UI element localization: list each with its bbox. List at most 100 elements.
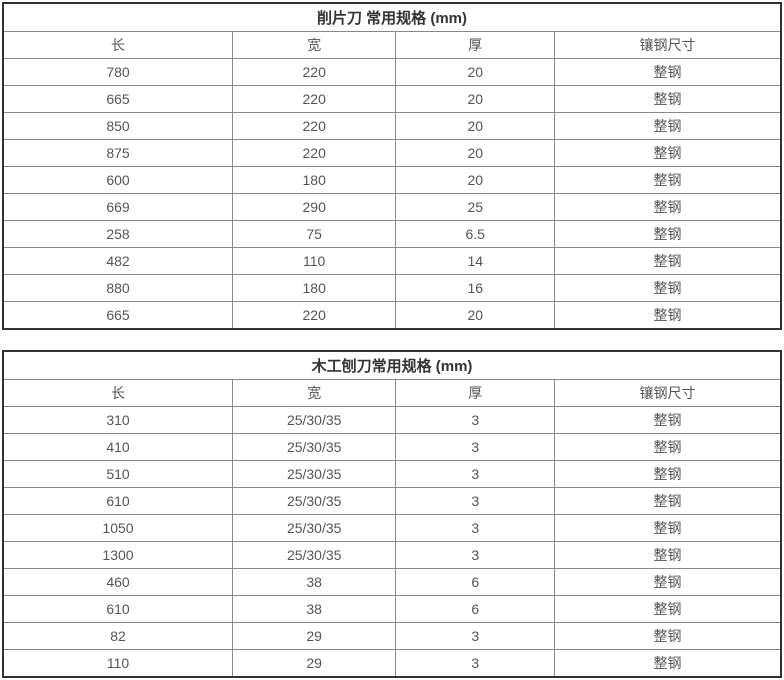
table-row: 1300 25/30/35 3 整钢	[2, 541, 782, 569]
table-cell: 38	[231, 568, 397, 596]
table-row: 665 220 20 整钢	[2, 85, 782, 113]
table-cell: 850	[2, 112, 233, 140]
table-cell: 669	[2, 193, 233, 221]
column-header-width: 宽	[231, 379, 397, 407]
table-cell: 25/30/35	[231, 460, 397, 488]
table-cell: 整钢	[554, 112, 782, 140]
table-cell: 25/30/35	[231, 514, 397, 542]
column-header-steel-size: 镶钢尺寸	[554, 31, 782, 59]
table-cell: 258	[2, 220, 233, 248]
table-cell: 20	[395, 301, 556, 330]
table-cell: 875	[2, 139, 233, 167]
table-cell: 3	[395, 487, 556, 515]
column-header-length: 长	[2, 379, 233, 407]
table-cell: 460	[2, 568, 233, 596]
table-cell: 25/30/35	[231, 487, 397, 515]
table-cell: 25/30/35	[231, 406, 397, 434]
table-header-row: 长 宽 厚 镶钢尺寸	[2, 31, 782, 59]
table-cell: 3	[395, 406, 556, 434]
table-cell: 20	[395, 85, 556, 113]
table-cell: 880	[2, 274, 233, 302]
table-cell: 整钢	[554, 487, 782, 515]
table-cell: 610	[2, 595, 233, 623]
table-cell: 3	[395, 460, 556, 488]
table-cell: 整钢	[554, 541, 782, 569]
table-cell: 665	[2, 301, 233, 330]
table-cell: 整钢	[554, 460, 782, 488]
table-cell: 29	[231, 649, 397, 678]
table-title-row: 削片刀 常用规格 (mm)	[2, 2, 782, 32]
table-cell: 3	[395, 649, 556, 678]
table-cell: 整钢	[554, 649, 782, 678]
table-cell: 20	[395, 166, 556, 194]
table-title-row: 木工刨刀常用规格 (mm)	[2, 350, 782, 380]
column-header-steel-size: 镶钢尺寸	[554, 379, 782, 407]
table-cell: 3	[395, 622, 556, 650]
table-title: 削片刀 常用规格 (mm)	[2, 2, 782, 32]
table-row: 82 29 3 整钢	[2, 622, 782, 650]
table-cell: 整钢	[554, 85, 782, 113]
table-cell: 665	[2, 85, 233, 113]
table-cell: 220	[231, 112, 397, 140]
table-cell: 82	[2, 622, 233, 650]
table-cell: 38	[231, 595, 397, 623]
table-cell: 220	[231, 58, 397, 86]
column-header-thickness: 厚	[395, 379, 556, 407]
table-cell: 180	[231, 166, 397, 194]
table-cell: 整钢	[554, 220, 782, 248]
table-body: 780 220 20 整钢 665 220 20 整钢 850 220 20 整钢 875 220 20 整钢…	[2, 58, 782, 330]
table-row: 1050 25/30/35 3 整钢	[2, 514, 782, 542]
table-cell: 整钢	[554, 193, 782, 221]
table-row: 258 75 6.5 整钢	[2, 220, 782, 248]
column-header-length: 长	[2, 31, 233, 59]
table-cell: 整钢	[554, 274, 782, 302]
table-row: 600 180 20 整钢	[2, 166, 782, 194]
table-cell: 75	[231, 220, 397, 248]
table-cell: 整钢	[554, 568, 782, 596]
table-cell: 220	[231, 85, 397, 113]
chipper-knife-spec-table: 削片刀 常用规格 (mm) 长 宽 厚 镶钢尺寸 780 220 20 整钢 665 22…	[2, 2, 782, 330]
table-cell: 6.5	[395, 220, 556, 248]
table-row: 610 38 6 整钢	[2, 595, 782, 623]
table-cell: 6	[395, 595, 556, 623]
table-cell: 整钢	[554, 166, 782, 194]
planer-knife-spec-table: 木工刨刀常用规格 (mm) 长 宽 厚 镶钢尺寸 310 25/30/35 3 整钢 4…	[2, 350, 782, 678]
table-cell: 220	[231, 301, 397, 330]
table-cell: 3	[395, 541, 556, 569]
table-cell: 3	[395, 433, 556, 461]
table-row: 780 220 20 整钢	[2, 58, 782, 86]
table-row: 510 25/30/35 3 整钢	[2, 460, 782, 488]
table-cell: 220	[231, 139, 397, 167]
table-cell: 25/30/35	[231, 433, 397, 461]
column-header-width: 宽	[231, 31, 397, 59]
table-cell: 6	[395, 568, 556, 596]
table-cell: 20	[395, 112, 556, 140]
table-cell: 3	[395, 514, 556, 542]
table-row: 610 25/30/35 3 整钢	[2, 487, 782, 515]
table-row: 460 38 6 整钢	[2, 568, 782, 596]
table-cell: 1050	[2, 514, 233, 542]
table-row: 410 25/30/35 3 整钢	[2, 433, 782, 461]
table-cell: 14	[395, 247, 556, 275]
table-row: 110 29 3 整钢	[2, 649, 782, 678]
table-cell: 310	[2, 406, 233, 434]
table-cell: 整钢	[554, 247, 782, 275]
table-row: 665 220 20 整钢	[2, 301, 782, 330]
table-cell: 410	[2, 433, 233, 461]
table-cell: 20	[395, 58, 556, 86]
table-cell: 25	[395, 193, 556, 221]
table-body: 310 25/30/35 3 整钢 410 25/30/35 3 整钢 510 25/30/35 3…	[2, 406, 782, 678]
table-header-row: 长 宽 厚 镶钢尺寸	[2, 379, 782, 407]
table-row: 310 25/30/35 3 整钢	[2, 406, 782, 434]
table-cell: 600	[2, 166, 233, 194]
table-cell: 610	[2, 487, 233, 515]
table-cell: 780	[2, 58, 233, 86]
table-cell: 整钢	[554, 433, 782, 461]
table-cell: 16	[395, 274, 556, 302]
table-cell: 482	[2, 247, 233, 275]
column-header-thickness: 厚	[395, 31, 556, 59]
table-cell: 整钢	[554, 139, 782, 167]
table-cell: 整钢	[554, 58, 782, 86]
table-row: 850 220 20 整钢	[2, 112, 782, 140]
